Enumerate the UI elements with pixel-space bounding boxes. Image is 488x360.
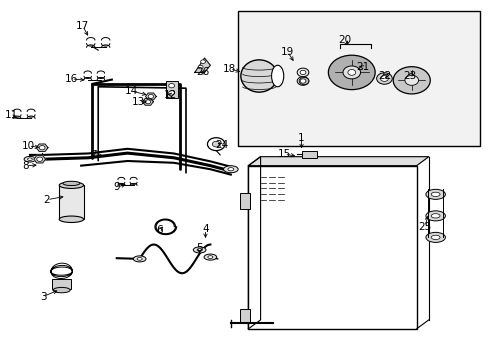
Polygon shape — [194, 58, 210, 72]
Text: 5: 5 — [196, 243, 203, 253]
Circle shape — [347, 69, 355, 75]
Ellipse shape — [271, 65, 283, 87]
Circle shape — [39, 145, 45, 150]
Polygon shape — [248, 157, 428, 166]
Text: 13: 13 — [132, 97, 145, 107]
Text: 6: 6 — [156, 225, 162, 235]
Ellipse shape — [430, 235, 439, 239]
Bar — [165, 81, 177, 98]
Ellipse shape — [430, 192, 439, 197]
Circle shape — [148, 94, 153, 98]
Text: 9: 9 — [113, 182, 120, 192]
Ellipse shape — [207, 256, 212, 258]
Circle shape — [404, 75, 418, 85]
Text: 19: 19 — [280, 46, 293, 57]
Ellipse shape — [63, 181, 80, 185]
Bar — [59, 185, 83, 219]
Bar — [238, 12, 479, 146]
Text: 4: 4 — [202, 225, 208, 234]
Circle shape — [328, 55, 374, 90]
Circle shape — [380, 76, 387, 81]
Bar — [239, 309, 250, 321]
Bar — [248, 166, 416, 329]
Text: 11: 11 — [5, 111, 18, 121]
Circle shape — [342, 66, 360, 79]
Ellipse shape — [59, 182, 83, 188]
Ellipse shape — [27, 158, 32, 161]
Ellipse shape — [227, 168, 233, 171]
Circle shape — [392, 67, 429, 94]
Bar — [52, 279, 71, 289]
Circle shape — [200, 60, 205, 63]
Text: 20: 20 — [337, 35, 350, 45]
Ellipse shape — [59, 216, 83, 222]
Ellipse shape — [197, 248, 202, 251]
Text: 25: 25 — [417, 222, 430, 231]
Polygon shape — [145, 93, 156, 100]
Ellipse shape — [53, 287, 70, 293]
Ellipse shape — [425, 189, 445, 199]
Circle shape — [297, 77, 308, 85]
Circle shape — [300, 79, 305, 83]
Text: 24: 24 — [215, 140, 228, 150]
Text: 1: 1 — [298, 133, 304, 143]
Ellipse shape — [203, 254, 216, 260]
Text: 26: 26 — [196, 67, 209, 77]
Polygon shape — [36, 144, 48, 152]
Polygon shape — [34, 156, 45, 163]
Text: 23: 23 — [403, 71, 416, 81]
Ellipse shape — [223, 166, 238, 173]
Text: 16: 16 — [64, 74, 78, 84]
Text: 3: 3 — [40, 292, 46, 302]
Circle shape — [376, 73, 391, 84]
Circle shape — [168, 91, 174, 95]
Text: 2: 2 — [43, 195, 50, 205]
Polygon shape — [142, 98, 153, 105]
Ellipse shape — [137, 257, 142, 260]
Circle shape — [299, 77, 308, 85]
Ellipse shape — [430, 214, 439, 218]
Ellipse shape — [241, 60, 277, 92]
Text: 10: 10 — [22, 141, 35, 151]
Circle shape — [212, 141, 220, 147]
Text: 14: 14 — [124, 86, 138, 96]
Circle shape — [297, 68, 308, 77]
Text: 8: 8 — [22, 161, 29, 171]
Text: 12: 12 — [163, 90, 177, 100]
Ellipse shape — [425, 211, 445, 221]
Circle shape — [198, 65, 203, 69]
Ellipse shape — [425, 232, 445, 242]
Text: 7: 7 — [90, 150, 97, 160]
Circle shape — [37, 157, 42, 161]
Circle shape — [168, 84, 174, 88]
Ellipse shape — [24, 156, 36, 162]
Text: 15: 15 — [277, 149, 290, 159]
Text: 22: 22 — [378, 71, 391, 81]
Circle shape — [145, 100, 150, 104]
Bar — [302, 150, 316, 158]
Ellipse shape — [193, 247, 205, 253]
Polygon shape — [248, 157, 260, 329]
Circle shape — [300, 70, 305, 75]
Text: 17: 17 — [76, 21, 89, 31]
Text: 18: 18 — [223, 64, 236, 74]
Bar — [239, 193, 250, 209]
Text: 21: 21 — [355, 62, 368, 72]
Ellipse shape — [133, 256, 146, 262]
